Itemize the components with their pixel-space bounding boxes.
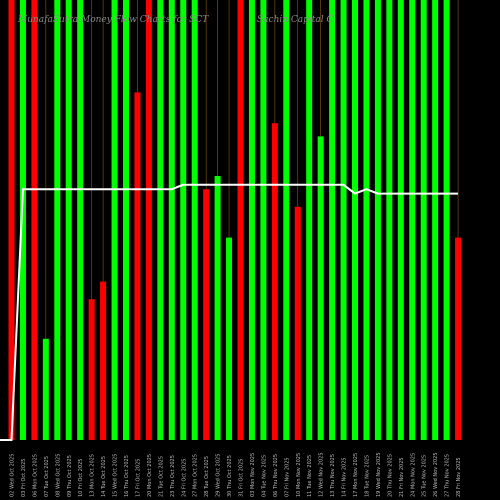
- x-tick-label: 11 Tue Nov 2025: [307, 455, 313, 497]
- x-tick-label: 09 Thu Oct 2025: [67, 455, 73, 497]
- money-flow-line: [0, 183, 459, 441]
- bar-up: [409, 0, 416, 440]
- x-tick-label: 07 Tue Oct 2025: [44, 456, 50, 497]
- bar-up: [363, 0, 370, 440]
- x-tick-label: 12 Wed Nov 2025: [319, 452, 325, 497]
- x-tick-label: 30 Thu Oct 2025: [227, 455, 233, 497]
- x-tick-label: 24 Mon Nov 2025: [410, 453, 416, 497]
- bar-up: [283, 0, 290, 440]
- x-tick-label: 10 Mon Nov 2025: [296, 453, 302, 497]
- x-tick-label: 27 Thu Nov 2025: [445, 454, 451, 497]
- x-tick-label: 24 Fri Oct 2025: [181, 459, 187, 497]
- bar-down: [31, 0, 38, 440]
- chart-title-right: Sachin Capital C: [257, 15, 334, 25]
- bar-up: [386, 0, 393, 440]
- x-tick-label: 06 Mon Oct 2025: [32, 454, 38, 497]
- x-tick-label: 27 Mon Oct 2025: [193, 454, 199, 497]
- chart-title: MunafaSutra Money Flow Charts for SCT: [17, 15, 209, 25]
- bar-down: [88, 299, 95, 440]
- bar-down: [100, 281, 107, 440]
- x-tick-label: 15 Wed Oct 2025: [113, 454, 119, 497]
- bar-up: [352, 0, 358, 440]
- x-tick-label: 07 Fri Nov 2025: [284, 457, 290, 497]
- x-tick-labels: 02 Wed Oct 2025 03 Fri Oct 2025 06 Mon Oct…: [10, 452, 463, 497]
- bar-down: [271, 123, 278, 440]
- x-tick-label: 16 Thu Oct 2025: [124, 455, 130, 497]
- bars-group: [8, 0, 462, 441]
- x-tick-label: 17 Fri Oct 2025: [135, 459, 141, 497]
- x-tick-label: 20 Mon Oct 2025: [147, 454, 153, 497]
- x-tick-label: 03 Mon Nov 2025: [250, 453, 256, 497]
- bar-up: [19, 0, 26, 440]
- bar-down: [8, 0, 15, 440]
- x-tick-label: 29 Wed Oct 2025: [216, 454, 222, 497]
- money-flow-line-group: [0, 183, 459, 441]
- bar-up: [374, 0, 381, 440]
- bar-up: [123, 0, 129, 440]
- x-tick-label: 03 Fri Oct 2025: [21, 459, 27, 497]
- x-tick-label: 19 Wed Nov 2025: [376, 452, 382, 497]
- x-tick-label: 25 Tue Nov 2025: [422, 455, 428, 497]
- bar-up: [329, 0, 336, 440]
- x-tick-label: 08 Wed Oct 2025: [55, 454, 61, 497]
- x-tick-label: 17 Mon Nov 2025: [353, 453, 359, 497]
- bar-up: [111, 0, 118, 440]
- bar-up: [42, 338, 49, 440]
- bar-down: [294, 206, 301, 440]
- bar-down: [203, 189, 210, 440]
- x-tick-label: 14 Tue Oct 2025: [101, 456, 107, 497]
- x-tick-label: 20 Thu Nov 2025: [387, 454, 393, 497]
- bar-down: [145, 0, 152, 440]
- bar-up: [226, 237, 233, 440]
- x-tick-label: 04 Tue Nov 2025: [261, 455, 267, 497]
- bar-up: [432, 0, 439, 440]
- bar-up: [54, 0, 61, 440]
- bar-up: [180, 0, 187, 440]
- bar-up: [168, 0, 175, 440]
- x-tick-label: 21 Fri Nov 2025: [399, 457, 405, 497]
- bar-up: [397, 0, 404, 440]
- bar-up: [317, 136, 324, 440]
- x-tick-label: 31 Fri Oct 2025: [239, 459, 245, 497]
- bar-up: [340, 0, 347, 440]
- bar-down: [455, 237, 462, 440]
- x-tick-label: 18 Tue Nov 2025: [364, 455, 370, 497]
- bar-up: [248, 0, 255, 440]
- x-tick-label: 21 Tue Oct 2025: [158, 456, 164, 497]
- bar-up: [420, 0, 427, 440]
- bar-down: [237, 0, 244, 440]
- x-tick-label: 28 Fri Nov 2025: [456, 457, 462, 497]
- bar-up: [157, 0, 164, 440]
- bar-up: [191, 0, 198, 440]
- x-tick-label: 02 Wed Oct 2025: [10, 454, 16, 497]
- bar-up: [260, 0, 267, 440]
- x-tick-label: 14 Fri Nov 2025: [342, 457, 348, 497]
- x-tick-label: 10 Fri Oct 2025: [78, 459, 84, 497]
- bar-up: [443, 0, 450, 440]
- x-tick-label: 26 Wed Nov 2025: [433, 452, 439, 497]
- x-tick-label: 13 Thu Nov 2025: [330, 454, 336, 497]
- bar-up: [77, 0, 84, 440]
- bar-up: [65, 0, 72, 440]
- x-tick-label: 13 Mon Oct 2025: [90, 454, 96, 497]
- bar-up: [214, 176, 221, 440]
- x-tick-label: 23 Thu Oct 2025: [170, 455, 176, 497]
- x-tick-label: 06 Thu Nov 2025: [273, 454, 279, 497]
- bar-up: [306, 0, 313, 440]
- x-tick-label: 28 Tue Oct 2025: [204, 456, 210, 497]
- bar-down: [134, 92, 141, 441]
